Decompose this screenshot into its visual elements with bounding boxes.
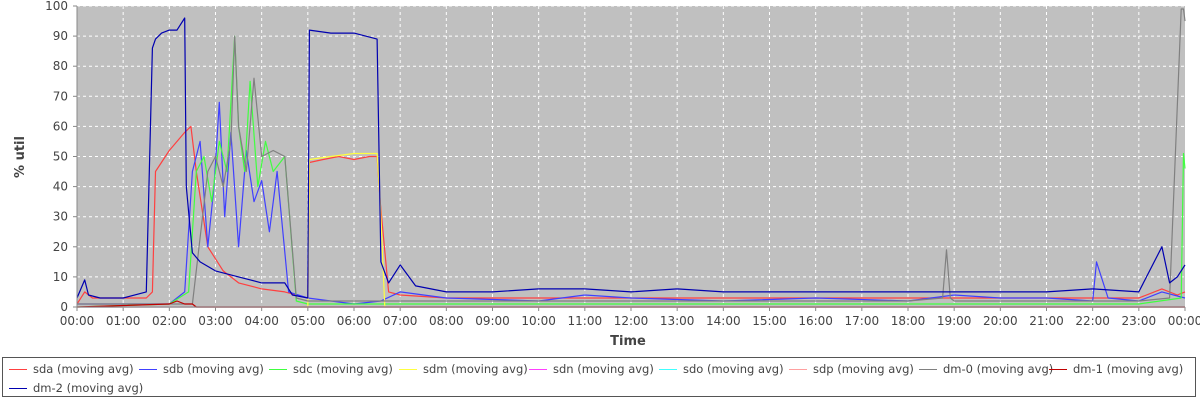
y-tick-label: 20: [53, 240, 68, 254]
x-tick-label: 02:00: [152, 314, 187, 328]
x-tick-label: 20:00: [983, 314, 1018, 328]
series-line-dm-0: [77, 8, 1186, 305]
y-tick-label: 90: [53, 29, 68, 43]
legend-label: sdo (moving avg): [683, 362, 784, 376]
legend-swatch: [1049, 368, 1067, 370]
y-axis-title: % util: [13, 136, 28, 178]
x-tick-label: 01:00: [106, 314, 141, 328]
legend-label: dm-1 (moving avg): [1073, 362, 1184, 376]
legend-label: sdp (moving avg): [813, 362, 914, 376]
x-tick-label: 00:00: [1168, 314, 1200, 328]
x-tick-label: 15:00: [752, 314, 787, 328]
legend-label: sda (moving avg): [33, 362, 134, 376]
y-tick-label: 50: [53, 150, 68, 164]
legend-swatch: [139, 368, 157, 370]
legend-item-sdm: sdm (moving avg): [399, 360, 528, 378]
legend-item-dm-1: dm-1 (moving avg): [1049, 360, 1183, 378]
x-tick-label: 08:00: [429, 314, 464, 328]
y-tick-label: 30: [53, 210, 68, 224]
x-tick-label: 03:00: [198, 314, 233, 328]
y-tick-label: 60: [53, 119, 68, 133]
legend-swatch: [399, 368, 417, 370]
y-axis-ticks: 0 10 20 30 40 50 60 70 80 90 100: [45, 0, 77, 314]
legend-label: sdm (moving avg): [423, 362, 528, 376]
legend-item-dm-2: dm-2 (moving avg): [9, 379, 143, 397]
legend-item-sdc: sdc (moving avg): [269, 360, 393, 378]
x-tick-label: 10:00: [521, 314, 556, 328]
x-tick-label: 19:00: [937, 314, 972, 328]
legend-swatch: [9, 368, 27, 370]
grid: [77, 5, 1185, 307]
x-tick-label: 00:00: [60, 314, 95, 328]
x-tick-label: 13:00: [660, 314, 695, 328]
x-tick-label: 17:00: [845, 314, 880, 328]
chart: 0 10 20 30 40 50 60 70 80 90 100 00:00 01:00 02:00 03…: [13, 0, 1200, 349]
x-tick-label: 16:00: [798, 314, 833, 328]
x-tick-label: 09:00: [475, 314, 510, 328]
legend-label: dm-0 (moving avg): [943, 362, 1054, 376]
x-axis-ticks: 00:00 01:00 02:00 03:00 04:00 05:00 06:00 07:00…: [60, 307, 1200, 328]
legend-swatch: [529, 368, 547, 370]
y-tick-label: 100: [45, 0, 68, 13]
legend-item-sdp: sdp (moving avg): [789, 360, 914, 378]
legend-item-sda: sda (moving avg): [9, 360, 134, 378]
legend-item-sdn: sdn (moving avg): [529, 360, 654, 378]
legend-swatch: [269, 368, 287, 370]
x-tick-label: 18:00: [891, 314, 926, 328]
legend-label: sdb (moving avg): [163, 362, 264, 376]
y-tick-label: 40: [53, 180, 68, 194]
y-tick-label: 70: [53, 89, 68, 103]
series-line-sdc: [76, 35, 1186, 308]
x-tick-label: 06:00: [337, 314, 372, 328]
y-tick-label: 0: [60, 300, 68, 314]
legend-swatch: [919, 368, 937, 370]
y-tick-label: 10: [53, 270, 68, 284]
legend-label: sdc (moving avg): [293, 362, 393, 376]
x-axis-title: Time: [610, 334, 646, 349]
legend-label: sdn (moving avg): [553, 362, 654, 376]
legend-item-dm-0: dm-0 (moving avg): [919, 360, 1053, 378]
legend: sda (moving avg) sdb (moving avg) sdc (mov…: [2, 357, 1196, 397]
x-tick-label: 12:00: [614, 314, 649, 328]
series-line-dm-2: [76, 17, 1186, 299]
legend-item-sdb: sdb (moving avg): [139, 360, 264, 378]
x-tick-label: 04:00: [244, 314, 279, 328]
x-tick-label: 14:00: [706, 314, 741, 328]
x-tick-label: 07:00: [383, 314, 418, 328]
x-tick-label: 21:00: [1029, 314, 1064, 328]
y-tick-label: 80: [53, 59, 68, 73]
x-tick-label: 23:00: [1122, 314, 1157, 328]
legend-swatch: [789, 368, 807, 370]
legend-swatch: [9, 387, 27, 389]
x-tick-label: 22:00: [1075, 314, 1110, 328]
legend-item-sdo: sdo (moving avg): [659, 360, 784, 378]
x-tick-label: 05:00: [291, 314, 326, 328]
x-tick-label: 11:00: [568, 314, 603, 328]
legend-swatch: [659, 368, 677, 370]
legend-label: dm-2 (moving avg): [33, 381, 144, 395]
